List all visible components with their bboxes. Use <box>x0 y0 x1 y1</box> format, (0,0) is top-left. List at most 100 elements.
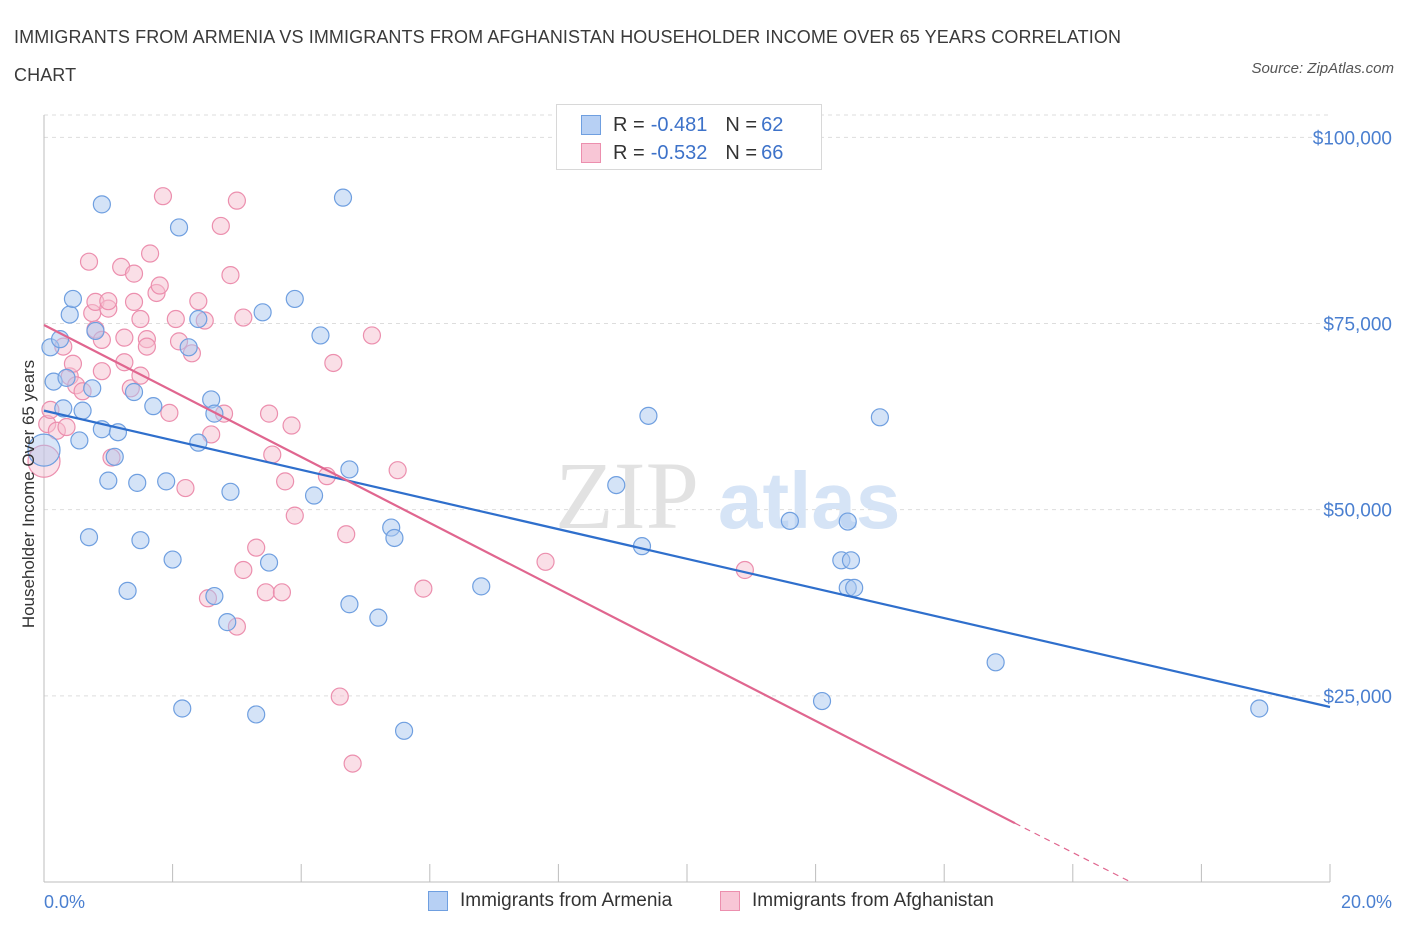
watermark-zip: ZIP <box>555 442 699 549</box>
armenia-point <box>607 475 626 495</box>
afghanistan-point <box>324 353 343 373</box>
legend-n-label: N = <box>725 113 758 136</box>
afghanistan-point <box>124 264 144 283</box>
watermark-atlas: atlas <box>718 456 900 545</box>
afghanistan-point <box>150 276 169 295</box>
armenia-point <box>189 309 208 329</box>
y-axis-label: Householder Income Over 65 years <box>19 360 38 628</box>
x-tick-label: 0.0% <box>44 892 85 912</box>
x-tick-labels: 0.0% 20.0% <box>44 892 1392 912</box>
trend-lines <box>43 324 1331 883</box>
armenia-point <box>841 551 861 570</box>
watermark: ZIP atlas <box>555 442 900 549</box>
legend-row-afghanistan: R = -0.532 N = 66 <box>581 139 783 167</box>
afghanistan-point <box>124 292 144 312</box>
y-tick-label: $25,000 <box>1323 687 1392 708</box>
armenia-point <box>333 188 353 207</box>
armenia-point <box>1250 699 1269 718</box>
afghanistan-point <box>414 579 433 598</box>
armenia-point <box>340 460 359 479</box>
armenia-point <box>639 406 658 425</box>
armenia-point <box>54 399 73 418</box>
armenia-point <box>259 553 279 572</box>
afghanistan-point <box>79 252 99 271</box>
series-legend-armenia[interactable]: Immigrants from Armenia <box>428 890 672 912</box>
armenia-point <box>131 531 150 550</box>
afghanistan-point <box>263 445 282 464</box>
afghanistan-point <box>272 583 292 602</box>
armenia-point <box>870 408 890 427</box>
afghanistan-point <box>211 216 230 236</box>
armenia-point <box>218 613 237 632</box>
afghanistan-point <box>137 337 156 356</box>
afghanistan-point <box>276 472 295 491</box>
series-legend: Immigrants from Armenia Immigrants from … <box>0 888 1406 916</box>
chart-source: Source: ZipAtlas.com <box>1251 60 1394 77</box>
series-swatch-armenia <box>428 891 448 911</box>
afghanistan-point <box>131 309 150 329</box>
armenia-point <box>92 195 111 214</box>
armenia-point <box>79 528 99 547</box>
x-tick-label: 20.0% <box>1341 892 1392 912</box>
afghanistan-point <box>227 191 246 210</box>
afghanistan-point <box>99 292 118 311</box>
armenia-point <box>163 550 182 569</box>
legend-r-value: -0.481 <box>650 113 708 136</box>
legend-swatch-armenia <box>581 115 601 135</box>
armenia-point <box>86 321 105 341</box>
legend-r-label: R = <box>613 141 645 164</box>
armenia-point <box>340 595 359 614</box>
armenia-point <box>73 401 92 420</box>
afghanistan-point <box>362 326 382 345</box>
afghanistan-point <box>92 362 111 381</box>
legend-row-armenia: R = -0.481 N = 62 <box>581 111 783 139</box>
afghanistan-point <box>388 461 407 480</box>
afghanistan-point <box>343 754 362 773</box>
armenia-trend-line <box>43 409 1331 709</box>
series-label-afghanistan: Immigrants from Afghanistan <box>752 890 994 911</box>
legend-swatch-afghanistan <box>581 143 601 163</box>
afghanistan-point <box>285 506 304 525</box>
armenia-point <box>311 326 330 345</box>
armenia-point <box>57 368 76 387</box>
armenia-point <box>369 608 388 627</box>
armenia-point <box>83 379 102 398</box>
series-legend-afghanistan[interactable]: Immigrants from Afghanistan <box>720 890 994 912</box>
y-tick-label: $100,000 <box>1313 128 1392 149</box>
afghanistan-point <box>189 292 208 311</box>
legend-n-value: 66 <box>761 141 784 164</box>
armenia-point <box>845 578 864 597</box>
armenia-point <box>205 586 224 606</box>
afghanistan-point <box>234 560 253 580</box>
armenia-point <box>986 653 1005 672</box>
afghanistan-point <box>166 309 185 329</box>
afghanistan-point <box>27 444 61 478</box>
correlation-legend: R = -0.481 N = 62 R = -0.532 N = 66 <box>556 104 822 170</box>
armenia-point <box>144 397 163 416</box>
armenia-point <box>838 512 857 531</box>
armenia-point <box>285 289 304 309</box>
afghanistan-point <box>176 478 195 498</box>
chart-title: IMMIGRANTS FROM ARMENIA VS IMMIGRANTS FR… <box>14 27 1122 85</box>
armenia-point <box>253 303 272 322</box>
armenia-point <box>173 699 192 718</box>
armenia-point <box>124 382 144 402</box>
afghanistan-point <box>115 328 134 347</box>
afghanistan-trend-line <box>43 324 1016 825</box>
armenia-point <box>812 691 832 711</box>
armenia-point <box>105 447 124 466</box>
armenia-point <box>118 581 137 600</box>
series-label-armenia: Immigrants from Armenia <box>460 890 673 911</box>
legend-r-value: -0.532 <box>650 141 708 164</box>
armenia-point <box>99 471 118 490</box>
armenia-point <box>221 482 240 501</box>
afghanistan-point <box>256 583 275 602</box>
afghanistan-point <box>234 308 253 327</box>
armenia-point <box>63 289 83 309</box>
armenia-point <box>247 705 266 724</box>
afghanistan-point <box>140 244 160 263</box>
series-swatch-afghanistan <box>720 891 740 911</box>
armenia-point <box>304 486 324 505</box>
legend-n-value: 62 <box>761 113 784 136</box>
